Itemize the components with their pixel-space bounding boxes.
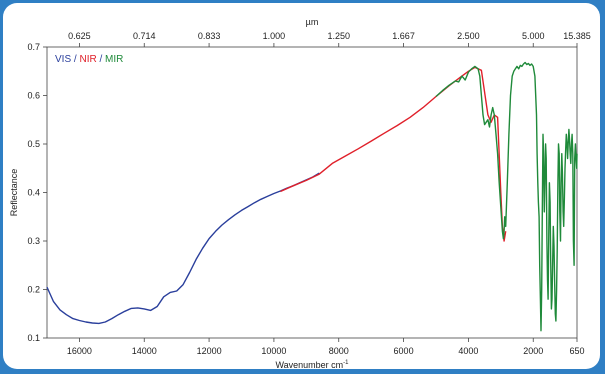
y-tick-label: 0.1 [27, 333, 40, 343]
y-axis-title: Reflectance [9, 169, 19, 217]
x2-tick-label: 1.250 [327, 31, 350, 41]
ticks-layer: 16000 14000 12000 10000 8000 6000 4000 2000 650 0… [27, 31, 590, 356]
x-tick-label: 2000 [523, 346, 543, 356]
legend-entry: VIS [55, 54, 71, 65]
x2-tick-label: 0.625 [68, 31, 91, 41]
x2-tick-label: 1.667 [392, 31, 415, 41]
x-tick-label: 12000 [197, 346, 222, 356]
legend-entry: / [71, 54, 79, 65]
legend-entry: MIR [105, 54, 123, 65]
x2-tick-label: 5.000 [522, 31, 545, 41]
series-layer [46, 61, 578, 332]
x2-axis-title: µm [306, 17, 319, 27]
legend: VIS / NIR / MIR [55, 54, 123, 65]
series-line-mir [435, 61, 578, 332]
y-tick-label: 0.6 [27, 91, 40, 101]
x-tick-label: 4000 [458, 346, 478, 356]
x-tick-label: 14000 [132, 346, 157, 356]
x-tick-label: 8000 [329, 346, 349, 356]
x-tick-label: 16000 [67, 346, 92, 356]
y-tick-label: 0.3 [27, 236, 40, 246]
x-tick-label: 650 [569, 346, 584, 356]
x-tick-label: 6000 [394, 346, 414, 356]
x-axis-title: Wavenumber cm-1 [275, 360, 349, 370]
x-axis-title-text: Wavenumber cm [275, 360, 343, 370]
legend-entry: / [97, 54, 105, 65]
x2-tick-label: 2.500 [457, 31, 480, 41]
legend-entry: NIR [79, 54, 96, 65]
y-tick-label: 0.2 [27, 285, 40, 295]
x2-tick-label: 0.833 [198, 31, 221, 41]
x2-tick-label: 1.000 [263, 31, 286, 41]
series-line-vis [46, 172, 320, 325]
plot-area [46, 46, 578, 339]
y-tick-label: 0.7 [27, 42, 40, 52]
x-tick-label: 10000 [261, 346, 286, 356]
x2-tick-label: 15.385 [563, 31, 591, 41]
x2-tick-label: 0.714 [133, 31, 156, 41]
y-tick-label: 0.4 [27, 188, 40, 198]
x-axis-title-superscript: -1 [343, 360, 349, 366]
y-tick-label: 0.5 [27, 139, 40, 149]
